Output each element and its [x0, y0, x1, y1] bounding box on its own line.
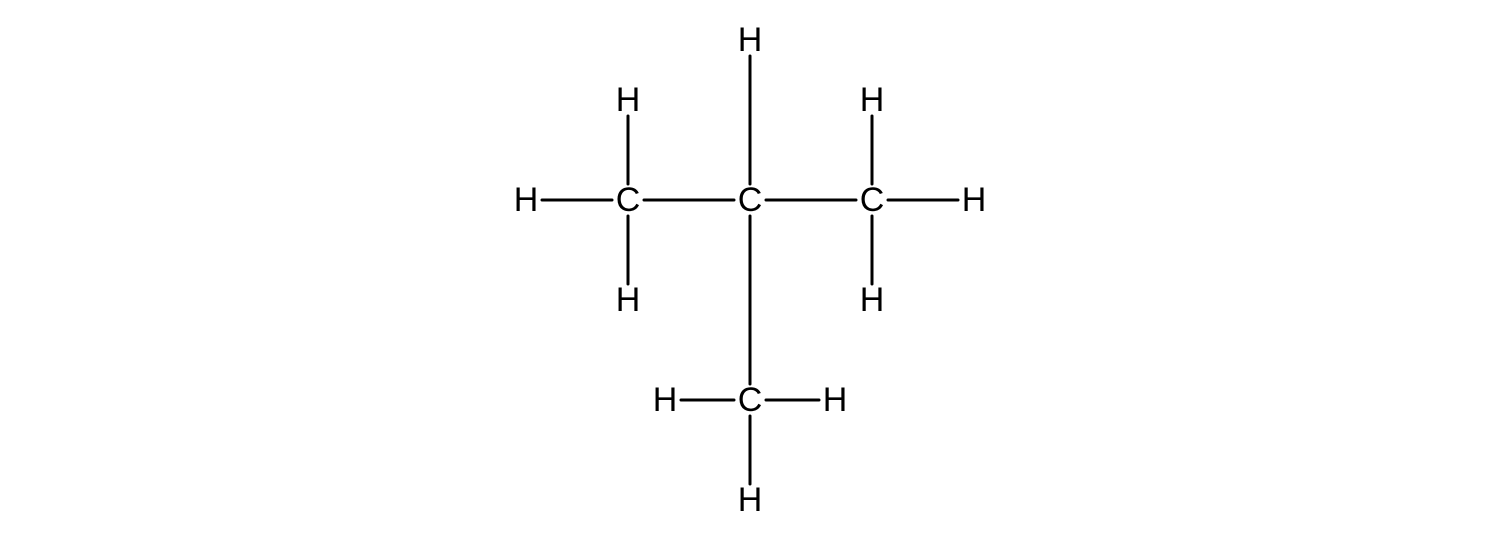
bonds-layer [542, 56, 958, 484]
atom-label: C [738, 381, 763, 419]
atom-label: C [860, 181, 885, 219]
atom-label: H [653, 381, 678, 419]
atom-label: C [616, 181, 641, 219]
atom-label: H [860, 281, 885, 319]
molecule-diagram: C C C C H H H H H H H H H H [0, 0, 1499, 550]
atom-label: H [616, 281, 641, 319]
atom-label: H [823, 381, 848, 419]
atom-label: H [514, 181, 539, 219]
atom-label: H [738, 481, 763, 519]
atom-label: H [962, 181, 987, 219]
atom-label: H [860, 81, 885, 119]
atom-label: C [738, 181, 763, 219]
atom-label: H [616, 81, 641, 119]
atom-label: H [738, 21, 763, 59]
